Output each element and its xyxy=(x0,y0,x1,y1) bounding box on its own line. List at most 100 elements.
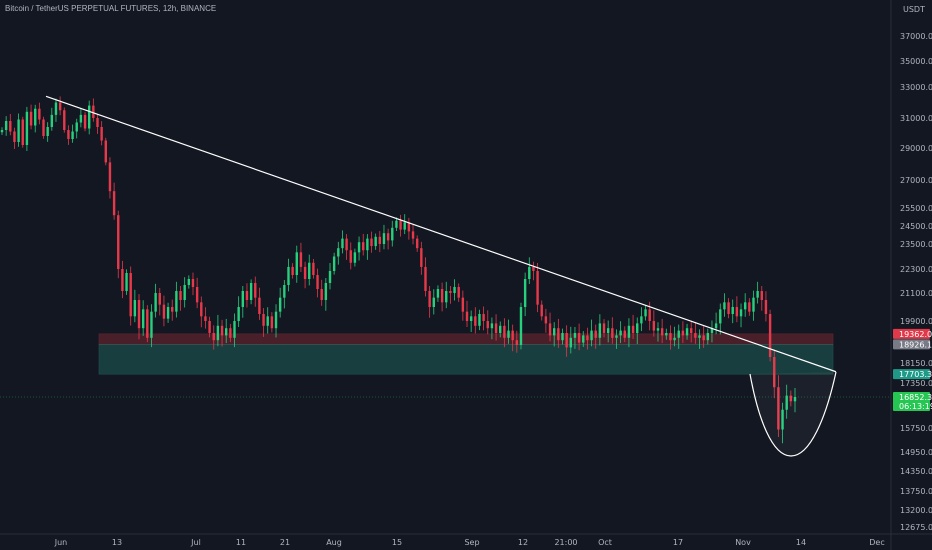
candle-body xyxy=(768,314,772,357)
price-badge: 06:13:19 xyxy=(893,400,932,411)
candle-body xyxy=(523,279,527,307)
candle-body xyxy=(324,283,328,300)
candle-body xyxy=(656,328,660,331)
candle-body xyxy=(540,304,543,317)
candle-body xyxy=(200,302,203,317)
candle-body xyxy=(478,314,481,326)
candle-body xyxy=(519,307,523,345)
candle-body xyxy=(723,302,726,310)
candle-body xyxy=(415,238,419,249)
candle-body xyxy=(739,309,743,317)
candle-body xyxy=(204,316,207,321)
candle-body xyxy=(79,114,83,123)
candle-body xyxy=(465,311,469,321)
candle-body xyxy=(83,114,87,129)
candle-body xyxy=(366,238,369,251)
candle-body xyxy=(395,220,398,228)
candle-body xyxy=(436,289,440,298)
drawing-overlays xyxy=(0,95,891,457)
candle-body xyxy=(615,335,618,338)
candle-body xyxy=(636,323,639,333)
candle-body xyxy=(690,328,693,333)
candle-body xyxy=(183,285,186,300)
candle-body xyxy=(710,328,714,333)
candle-body xyxy=(112,191,116,216)
candle-body xyxy=(195,287,199,303)
time-tick-label: 17 xyxy=(673,538,683,547)
candle-body xyxy=(241,291,245,307)
price-tick-label: 29000.0 xyxy=(900,144,932,153)
candle-body xyxy=(258,297,261,314)
symbol-title[interactable]: Bitcoin / TetherUS PERPETUAL FUTURES, 12… xyxy=(5,4,217,13)
candle-body xyxy=(92,105,95,118)
candle-body xyxy=(486,321,489,329)
candle-body xyxy=(511,330,514,341)
candle-body xyxy=(100,127,103,141)
price-badge-bg xyxy=(893,328,930,339)
candle-body xyxy=(760,291,763,300)
time-tick-label: 11 xyxy=(236,538,246,547)
price-badge-bg xyxy=(893,400,930,411)
candle-body xyxy=(345,238,348,251)
candle-body xyxy=(337,248,340,257)
price-tick-label: 14350.0 xyxy=(900,467,932,476)
candle-body xyxy=(482,314,485,321)
candlestick-series xyxy=(0,96,797,444)
candle-body xyxy=(187,279,191,285)
candle-body xyxy=(606,328,610,333)
candle-body xyxy=(308,262,311,279)
candle-body xyxy=(548,323,552,336)
candle-body xyxy=(378,236,382,244)
candle-body xyxy=(391,227,394,241)
candle-body xyxy=(137,300,141,329)
candle-body xyxy=(627,325,631,338)
candle-body xyxy=(287,266,290,285)
candle-body xyxy=(34,108,37,126)
candle-body xyxy=(499,325,502,333)
time-axis[interactable]: Jun 13 Jul 11 21 Aug 15 Sep 12 21:00 Oct 17 Nov 14 Dec xyxy=(54,538,885,547)
time-tick-label: 12 xyxy=(518,538,528,547)
candle-body xyxy=(353,252,357,263)
price-axis[interactable]: 37000.0 35000.0 33000.0 31000.0 29000.0 27000… xyxy=(900,32,932,532)
candle-body xyxy=(440,289,444,303)
candle-body xyxy=(254,283,257,298)
candle-body xyxy=(536,271,539,305)
candle-body xyxy=(652,321,656,331)
price-tick-label: 27000.0 xyxy=(900,176,932,185)
candle-body xyxy=(428,291,431,307)
candle-body xyxy=(17,119,20,142)
candle-body xyxy=(13,131,16,142)
candle-body xyxy=(54,102,58,115)
time-tick-label: Nov xyxy=(735,538,751,547)
price-badge-label: 16852.3 xyxy=(899,393,932,402)
time-tick-label: Jul xyxy=(190,538,201,547)
candle-body xyxy=(569,337,573,348)
candle-body xyxy=(229,328,232,338)
candle-body xyxy=(577,333,581,343)
candle-body xyxy=(141,309,145,329)
price-badge-label: 19362.0 xyxy=(899,330,932,339)
candle-body xyxy=(67,130,70,139)
candle-body xyxy=(171,307,174,312)
candle-body xyxy=(706,333,710,341)
candle-body xyxy=(407,222,411,232)
candle-body xyxy=(702,335,705,341)
candle-body xyxy=(781,409,784,430)
candle-body xyxy=(777,387,780,430)
candle-body xyxy=(295,252,298,275)
price-tick-label: 22300.0 xyxy=(900,265,932,274)
candle-body xyxy=(731,307,734,314)
price-tick-label: 25500.0 xyxy=(900,204,932,213)
candle-body xyxy=(619,330,622,336)
candle-body xyxy=(21,119,24,145)
price-badge-label: 18926.1 xyxy=(899,340,932,349)
trendline xyxy=(45,95,837,373)
candle-body xyxy=(303,266,307,279)
candle-body xyxy=(602,323,606,333)
candle-body xyxy=(9,121,12,132)
candle-body xyxy=(117,215,120,269)
candle-body xyxy=(457,287,460,298)
candle-body xyxy=(328,271,332,283)
